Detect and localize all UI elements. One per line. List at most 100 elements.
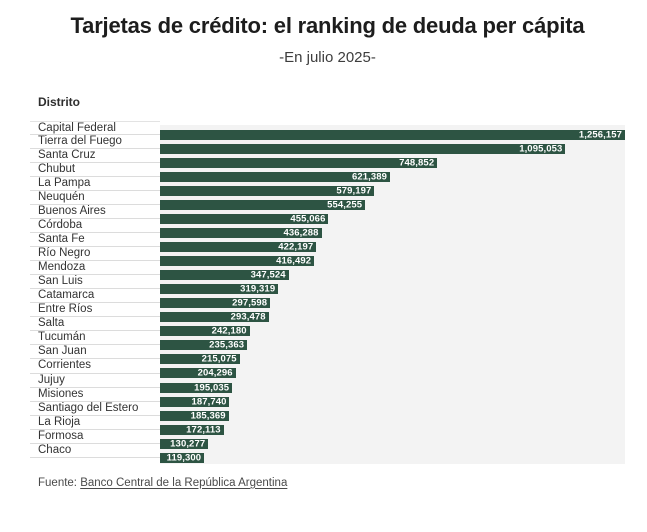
source-note: Fuente: Banco Central de la República Ar… — [38, 477, 625, 489]
bar-track: 185,369 — [160, 402, 625, 421]
bar-value-label: 1,095,053 — [519, 143, 563, 155]
source-prefix: Fuente: — [38, 476, 81, 489]
district-label: Formosa — [30, 430, 160, 444]
chart-row: Córdoba 436,288 — [30, 219, 625, 239]
bar-track: 195,035 — [160, 374, 625, 393]
district-label: San Juan — [30, 345, 160, 360]
bar-value-label: 242,180 — [211, 325, 247, 337]
district-label: Entre Ríos — [30, 303, 160, 318]
district-label: Neuquén — [30, 191, 160, 206]
bar-track: 1,095,053 — [160, 135, 625, 154]
bar-track: 187,740 — [160, 388, 625, 407]
chart-row: Tierra del Fuego 1,095,053 — [30, 135, 625, 154]
bar: 195,035 — [160, 382, 233, 393]
bar-track: 455,066 — [160, 205, 625, 225]
bar-value-label: 293,478 — [230, 311, 266, 323]
district-label: Santiago del Estero — [30, 402, 160, 416]
bar: 319,319 — [160, 283, 279, 295]
bar-value-label: 554,255 — [327, 199, 363, 211]
bar-value-label: 1,256,157 — [578, 129, 622, 141]
district-label: Catamarca — [30, 289, 160, 304]
bar-track: 242,180 — [160, 317, 625, 337]
bar: 554,255 — [160, 199, 366, 211]
bar-value-label: 187,740 — [191, 396, 227, 408]
chart-row: Chubut 621,389 — [30, 163, 625, 183]
bar-value-label: 195,035 — [194, 382, 230, 393]
district-label: La Rioja — [30, 416, 160, 430]
bar-value-label: 130,277 — [170, 438, 206, 450]
chart-row: Misiones 187,740 — [30, 388, 625, 407]
bar-value-label: 204,296 — [197, 367, 233, 379]
chart-rows: Capital Federal 1,256,157 Tierra del Fuego… — [30, 120, 625, 463]
bar-track: 172,113 — [160, 416, 625, 435]
chart-card: Tarjetas de crédito: el ranking de deuda… — [0, 12, 647, 489]
bar-value-label: 347,524 — [250, 269, 286, 281]
bar-track: 621,389 — [160, 163, 625, 183]
district-label: Santa Fe — [30, 233, 160, 248]
bar-value-label: 215,075 — [201, 353, 237, 365]
district-label: Corrientes — [30, 359, 160, 374]
district-label: Buenos Aires — [30, 205, 160, 220]
district-label: Chubut — [30, 163, 160, 178]
bar-track: 130,277 — [160, 430, 625, 449]
bar: 119,300 — [160, 452, 205, 464]
district-label: Salta — [30, 317, 160, 332]
bar: 1,256,157 — [160, 129, 625, 141]
chart-row: Capital Federal 1,256,157 — [30, 120, 625, 140]
bar-track: 119,300 — [160, 444, 625, 463]
chart-row: Neuquén 554,255 — [30, 191, 625, 211]
bar: 297,598 — [160, 298, 271, 309]
chart-row: San Luis 319,319 — [30, 275, 625, 295]
bar-value-label: 185,369 — [190, 410, 226, 422]
bar-track: 579,197 — [160, 177, 625, 197]
bar: 187,740 — [160, 396, 230, 408]
district-label: Tierra del Fuego — [30, 135, 160, 149]
district-label: Chaco — [30, 444, 160, 458]
chart-title: Tarjetas de crédito: el ranking de deuda… — [70, 13, 585, 38]
column-header-distrito: Distrito — [38, 94, 80, 109]
district-label: Córdoba — [30, 219, 160, 234]
bar-track: 1,256,157 — [160, 121, 625, 140]
bar-track: 748,852 — [160, 149, 625, 169]
district-label: Misiones — [30, 388, 160, 402]
chart-row: La Rioja 172,113 — [30, 416, 625, 435]
bar-track: 293,478 — [160, 303, 625, 323]
bar: 347,524 — [160, 269, 289, 281]
bar-value-label: 579,197 — [336, 185, 372, 197]
bar-value-label: 319,319 — [240, 283, 276, 295]
bar: 172,113 — [160, 424, 224, 436]
chart-row: La Pampa 579,197 — [30, 177, 625, 197]
chart-row: Formosa 130,277 — [30, 430, 625, 449]
chart-subtitle: -En julio 2025- — [279, 48, 376, 66]
bar-track: 319,319 — [160, 275, 625, 295]
bar: 130,277 — [160, 438, 209, 450]
bar-value-label: 172,113 — [186, 424, 221, 436]
chart-row: Santa Fe 422,197 — [30, 233, 625, 253]
chart-row: Entre Ríos 293,478 — [30, 303, 625, 323]
source-link[interactable]: Banco Central de la República Argentina — [80, 476, 288, 489]
page: { "header": { "title": "Tarjetas de créd… — [0, 12, 647, 532]
bar-value-label: 119,300 — [166, 452, 202, 464]
bar: 1,095,053 — [160, 143, 566, 155]
chart-row: Jujuy 195,035 — [30, 374, 625, 393]
bar: 293,478 — [160, 311, 269, 323]
district-label: Capital Federal — [30, 120, 160, 135]
district-label: La Pampa — [30, 177, 160, 192]
bar-track: 204,296 — [160, 359, 625, 379]
bar: 185,369 — [160, 410, 229, 422]
district-label: Tucumán — [30, 331, 160, 346]
bar: 579,197 — [160, 185, 375, 197]
bar-value-label: 416,492 — [276, 255, 312, 267]
chart-row: Salta 242,180 — [30, 317, 625, 337]
bar-track: 235,363 — [160, 331, 625, 351]
bar-track: 297,598 — [160, 289, 625, 309]
chart-row: Corrientes 204,296 — [30, 359, 625, 379]
chart-row: San Juan 215,075 — [30, 345, 625, 365]
bar: 204,296 — [160, 367, 236, 379]
bar-track: 347,524 — [160, 261, 625, 281]
bar-track: 554,255 — [160, 191, 625, 211]
bar: 416,492 — [160, 255, 315, 267]
chart-row: Santa Cruz 748,852 — [30, 149, 625, 169]
bar-track: 215,075 — [160, 345, 625, 365]
chart-row: Tucumán 235,363 — [30, 331, 625, 351]
